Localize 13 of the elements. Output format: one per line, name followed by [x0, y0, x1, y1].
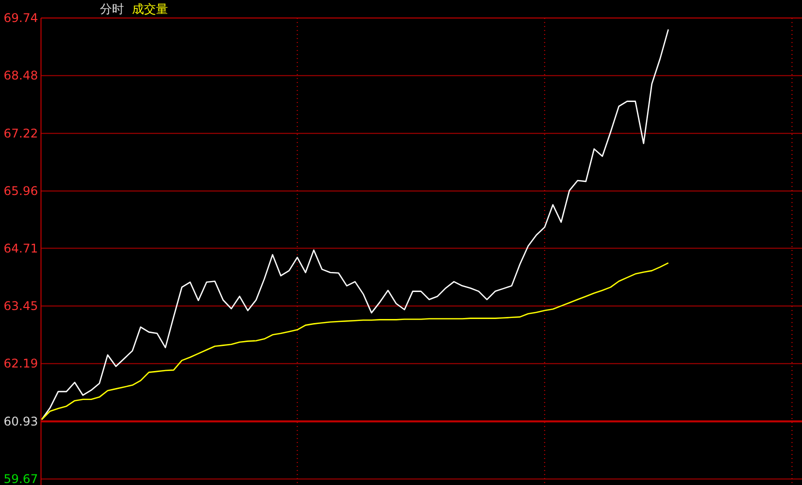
- y-tick-label: 67.22: [4, 126, 38, 140]
- y-tick-label: 65.96: [4, 184, 38, 198]
- y-tick-label: 62.19: [4, 356, 38, 371]
- line-series: [41, 28, 669, 420]
- y-tick-label: 63.45: [4, 298, 38, 313]
- text: 成交量: [132, 2, 168, 16]
- y-tick-label: 69.74: [4, 11, 38, 25]
- y-tick-label: 68.48: [4, 68, 38, 83]
- y-tick-label: 59.67: [4, 472, 38, 485]
- line-series: [41, 262, 669, 420]
- y-tick-label: 64.71: [4, 241, 38, 256]
- y-tick-label: 60.93: [4, 414, 38, 428]
- chart-title: 分时: [100, 2, 124, 16]
